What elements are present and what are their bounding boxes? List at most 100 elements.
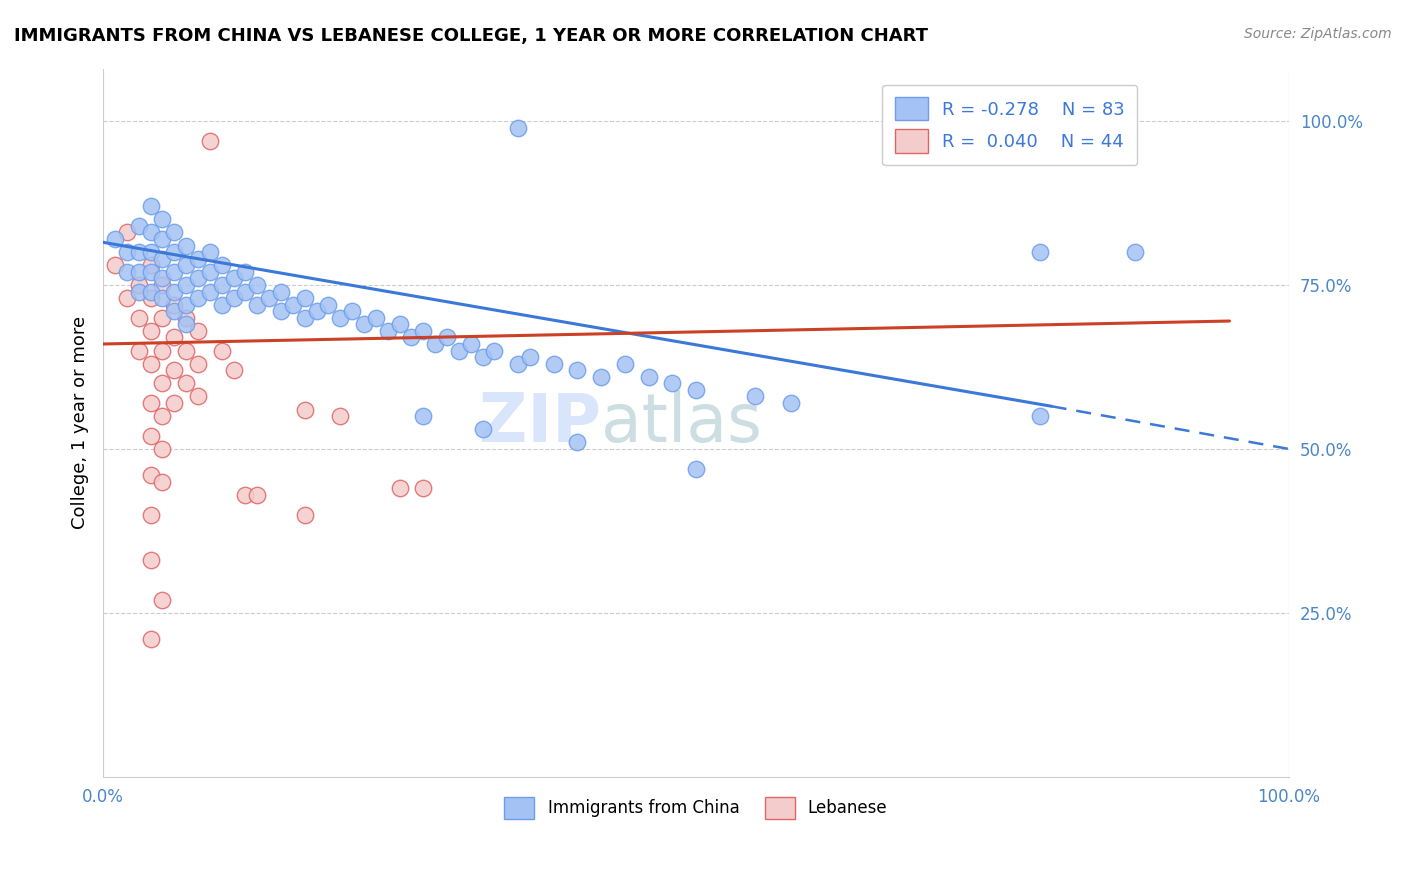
Point	[174, 310, 197, 325]
Point	[281, 298, 304, 312]
Point	[139, 265, 162, 279]
Point	[128, 219, 150, 233]
Point	[104, 232, 127, 246]
Point	[152, 252, 174, 266]
Point	[174, 238, 197, 252]
Point	[174, 298, 197, 312]
Point	[412, 324, 434, 338]
Point	[519, 350, 541, 364]
Point	[115, 245, 138, 260]
Point	[139, 258, 162, 272]
Point	[506, 120, 529, 135]
Point	[423, 337, 446, 351]
Point	[163, 330, 186, 344]
Point	[139, 468, 162, 483]
Point	[222, 291, 245, 305]
Point	[115, 291, 138, 305]
Point	[139, 396, 162, 410]
Point	[163, 226, 186, 240]
Point	[163, 363, 186, 377]
Point	[388, 318, 411, 332]
Point	[211, 277, 233, 292]
Point	[222, 271, 245, 285]
Text: atlas: atlas	[602, 390, 762, 456]
Point	[139, 199, 162, 213]
Point	[506, 357, 529, 371]
Point	[152, 271, 174, 285]
Point	[174, 277, 197, 292]
Point	[353, 318, 375, 332]
Point	[235, 488, 257, 502]
Point	[567, 435, 589, 450]
Point	[115, 226, 138, 240]
Point	[198, 134, 221, 148]
Point	[139, 291, 162, 305]
Point	[163, 396, 186, 410]
Point	[152, 291, 174, 305]
Point	[163, 285, 186, 299]
Point	[152, 409, 174, 424]
Point	[163, 304, 186, 318]
Point	[163, 265, 186, 279]
Point	[128, 310, 150, 325]
Point	[1029, 245, 1052, 260]
Point	[187, 291, 209, 305]
Point	[246, 277, 269, 292]
Point	[152, 442, 174, 456]
Point	[436, 330, 458, 344]
Point	[460, 337, 482, 351]
Point	[187, 324, 209, 338]
Point	[152, 343, 174, 358]
Point	[388, 481, 411, 495]
Text: IMMIGRANTS FROM CHINA VS LEBANESE COLLEGE, 1 YEAR OR MORE CORRELATION CHART: IMMIGRANTS FROM CHINA VS LEBANESE COLLEG…	[14, 27, 928, 45]
Point	[685, 383, 707, 397]
Point	[484, 343, 506, 358]
Point	[1029, 409, 1052, 424]
Point	[364, 310, 387, 325]
Point	[104, 258, 127, 272]
Point	[329, 310, 352, 325]
Point	[198, 245, 221, 260]
Point	[685, 461, 707, 475]
Point	[235, 265, 257, 279]
Point	[152, 277, 174, 292]
Point	[152, 592, 174, 607]
Point	[294, 402, 316, 417]
Point	[139, 285, 162, 299]
Point	[152, 310, 174, 325]
Text: Source: ZipAtlas.com: Source: ZipAtlas.com	[1244, 27, 1392, 41]
Point	[211, 298, 233, 312]
Point	[139, 245, 162, 260]
Point	[139, 357, 162, 371]
Point	[329, 409, 352, 424]
Point	[591, 369, 613, 384]
Point	[152, 212, 174, 227]
Point	[412, 481, 434, 495]
Point	[139, 324, 162, 338]
Point	[543, 357, 565, 371]
Point	[305, 304, 328, 318]
Point	[198, 265, 221, 279]
Point	[187, 271, 209, 285]
Point	[139, 553, 162, 567]
Point	[412, 409, 434, 424]
Point	[174, 258, 197, 272]
Point	[152, 232, 174, 246]
Point	[270, 285, 292, 299]
Point	[211, 258, 233, 272]
Point	[139, 429, 162, 443]
Point	[139, 632, 162, 647]
Point	[779, 396, 801, 410]
Point	[340, 304, 363, 318]
Point	[377, 324, 399, 338]
Point	[152, 376, 174, 391]
Point	[139, 226, 162, 240]
Point	[246, 488, 269, 502]
Point	[211, 343, 233, 358]
Point	[294, 310, 316, 325]
Point	[174, 376, 197, 391]
Point	[163, 298, 186, 312]
Point	[294, 508, 316, 522]
Point	[128, 285, 150, 299]
Point	[257, 291, 280, 305]
